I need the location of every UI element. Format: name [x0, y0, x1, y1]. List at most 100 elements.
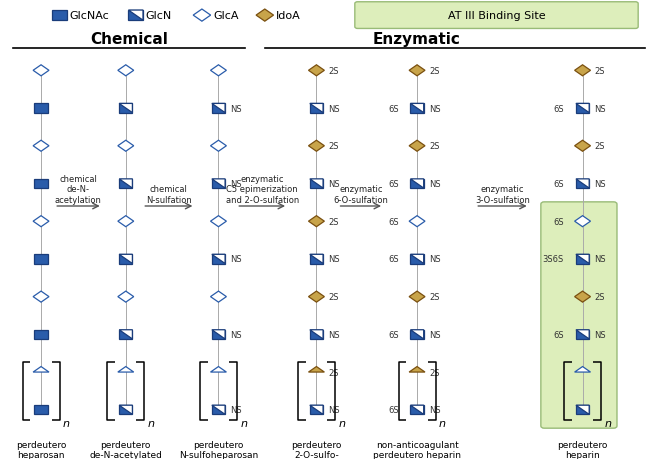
Polygon shape — [308, 216, 324, 227]
Polygon shape — [308, 66, 324, 77]
Text: 6S: 6S — [553, 104, 564, 113]
Text: 2S: 2S — [429, 67, 440, 76]
Bar — [576, 179, 589, 189]
Text: NS: NS — [429, 104, 441, 113]
Text: n: n — [148, 418, 155, 428]
Polygon shape — [310, 255, 323, 264]
Text: perdeutero
2-O-sulfo-
N-sulfoheparosan: perdeutero 2-O-sulfo- N-sulfoheparosan — [277, 440, 356, 459]
Bar — [119, 405, 132, 414]
Bar — [410, 330, 424, 339]
Text: GlcNAc: GlcNAc — [70, 11, 109, 21]
Text: n: n — [338, 418, 346, 428]
Text: 2S: 2S — [328, 142, 339, 151]
Bar — [34, 179, 48, 189]
Polygon shape — [119, 255, 132, 264]
Bar — [310, 104, 323, 113]
Polygon shape — [576, 179, 589, 189]
Polygon shape — [119, 179, 132, 189]
Text: NS: NS — [594, 104, 606, 113]
Text: 6S: 6S — [553, 217, 564, 226]
Text: 2S: 2S — [328, 292, 339, 302]
Text: GlcA: GlcA — [213, 11, 239, 21]
Text: non-anticoagulant
perdeutero heparin: non-anticoagulant perdeutero heparin — [373, 440, 461, 459]
Polygon shape — [576, 104, 589, 113]
Polygon shape — [33, 291, 49, 302]
Polygon shape — [576, 405, 589, 414]
Polygon shape — [409, 141, 425, 152]
Polygon shape — [410, 179, 424, 189]
Bar — [119, 179, 132, 189]
Bar — [34, 405, 48, 414]
Polygon shape — [310, 104, 323, 113]
Polygon shape — [119, 104, 132, 113]
Text: 6S: 6S — [388, 330, 399, 339]
Bar — [310, 255, 323, 264]
Polygon shape — [576, 255, 589, 264]
Text: NS: NS — [429, 405, 441, 414]
Polygon shape — [575, 216, 591, 227]
Text: NS: NS — [230, 405, 242, 414]
Polygon shape — [409, 216, 425, 227]
Text: NS: NS — [594, 179, 606, 189]
Text: NS: NS — [328, 255, 340, 264]
Bar — [212, 255, 225, 264]
Text: n: n — [240, 418, 248, 428]
Polygon shape — [575, 66, 591, 77]
Bar — [212, 405, 225, 414]
Text: Chemical: Chemical — [90, 32, 168, 46]
Polygon shape — [193, 10, 211, 22]
Text: 6S: 6S — [388, 104, 399, 113]
Text: 2S: 2S — [594, 142, 605, 151]
Bar — [212, 104, 225, 113]
FancyBboxPatch shape — [355, 3, 638, 29]
Bar — [310, 330, 323, 339]
Text: 6S: 6S — [388, 405, 399, 414]
Text: chemical
N-sulfation: chemical N-sulfation — [146, 185, 192, 204]
Text: NS: NS — [328, 179, 340, 189]
Polygon shape — [33, 367, 49, 372]
Text: 6S: 6S — [553, 330, 564, 339]
Polygon shape — [212, 255, 225, 264]
Text: 2S: 2S — [328, 368, 339, 377]
Polygon shape — [33, 141, 49, 152]
Polygon shape — [33, 66, 49, 77]
Text: NS: NS — [328, 104, 340, 113]
Bar — [34, 330, 48, 339]
Polygon shape — [410, 104, 424, 113]
Polygon shape — [211, 216, 226, 227]
Bar — [128, 11, 143, 21]
Polygon shape — [212, 179, 225, 189]
Polygon shape — [308, 291, 324, 302]
Bar — [34, 104, 48, 113]
Polygon shape — [211, 367, 226, 372]
Text: n: n — [63, 418, 70, 428]
Text: 3S6S: 3S6S — [543, 255, 564, 264]
Bar — [212, 179, 225, 189]
Polygon shape — [575, 367, 591, 372]
Polygon shape — [212, 104, 225, 113]
Text: 2S: 2S — [429, 142, 440, 151]
Bar — [310, 405, 323, 414]
Polygon shape — [118, 66, 134, 77]
Text: NS: NS — [594, 255, 606, 264]
Bar — [410, 179, 424, 189]
Text: 2S: 2S — [429, 368, 440, 377]
Text: NS: NS — [429, 330, 441, 339]
Bar — [576, 255, 589, 264]
Polygon shape — [211, 291, 226, 302]
Text: GlcN: GlcN — [146, 11, 172, 21]
Text: perdeutero
heparosan: perdeutero heparosan — [16, 440, 66, 459]
Polygon shape — [409, 66, 425, 77]
Bar — [119, 104, 132, 113]
Text: enzymatic
3-O-sulfation: enzymatic 3-O-sulfation — [475, 185, 530, 204]
Text: NS: NS — [429, 255, 441, 264]
Polygon shape — [575, 291, 591, 302]
Text: 2S: 2S — [429, 292, 440, 302]
Polygon shape — [119, 405, 132, 414]
Text: 6S: 6S — [388, 255, 399, 264]
Polygon shape — [118, 141, 134, 152]
Polygon shape — [308, 141, 324, 152]
Polygon shape — [310, 405, 323, 414]
Bar — [576, 405, 589, 414]
Text: perdeutero
heparin: perdeutero heparin — [557, 440, 608, 459]
